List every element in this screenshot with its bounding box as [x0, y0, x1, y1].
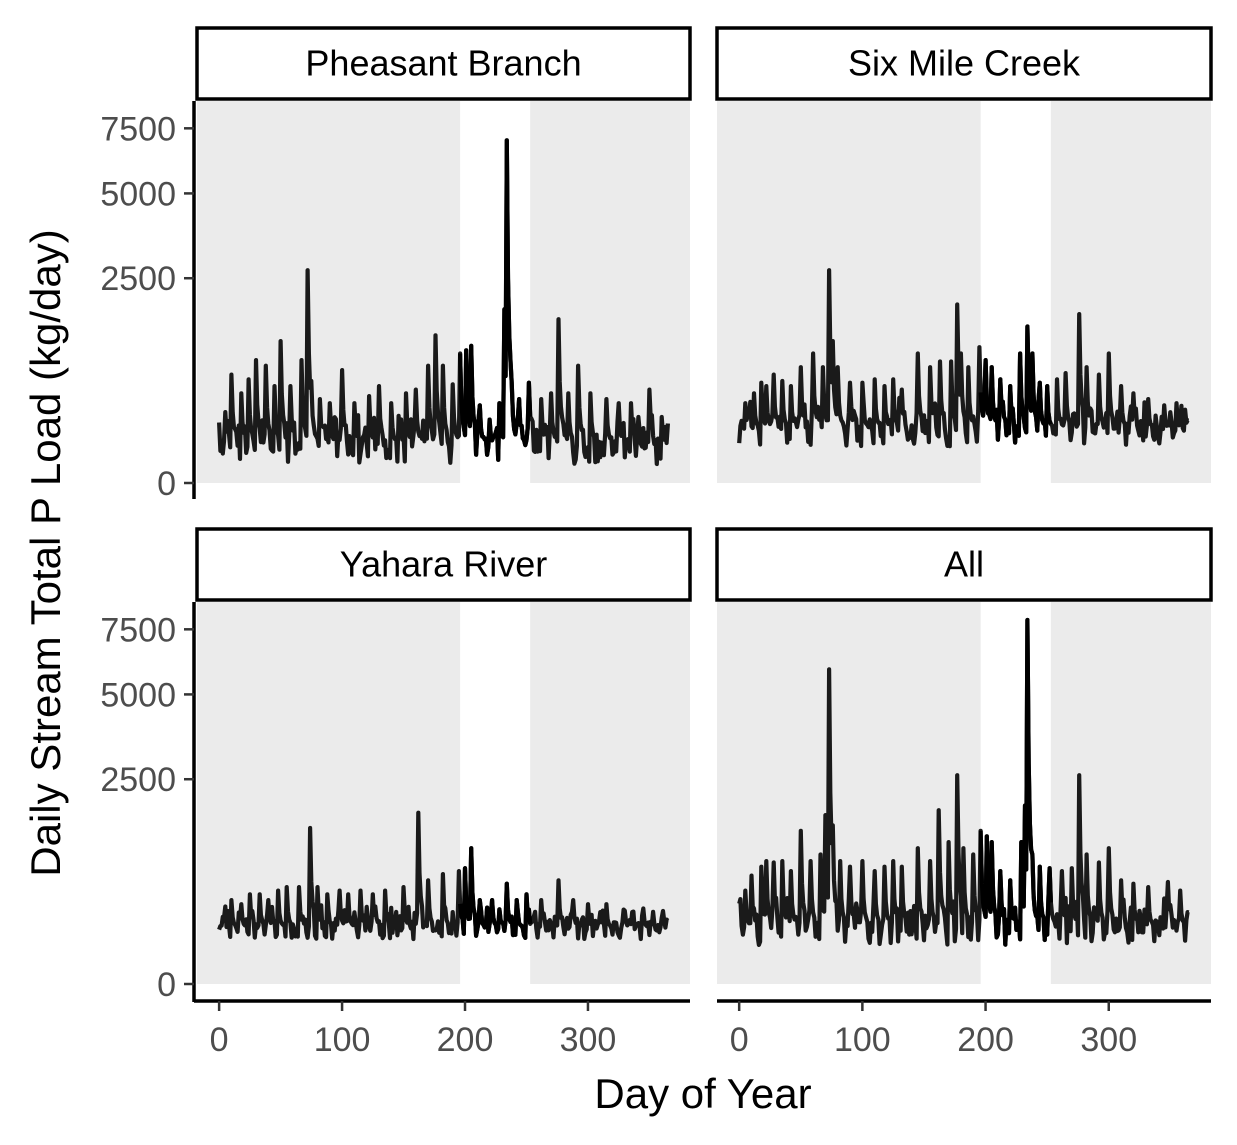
- x-axis-title: Day of Year: [594, 1070, 811, 1117]
- facet-strip-label: All: [944, 544, 984, 585]
- axes: 0 2500 5000 7500 0 2500 5000 7500 0 100 200 300 0 100…: [100, 101, 1211, 1059]
- series-line-band-segment: [978, 617, 1053, 947]
- x-tick-label: 200: [957, 1021, 1014, 1059]
- facet-panel-1: Pheasant Branch: [195, 26, 692, 483]
- facet-strip: [195, 527, 692, 602]
- facet-strip-label: Six Mile Creek: [848, 43, 1081, 84]
- y-tick-label: 2500: [100, 761, 176, 799]
- facet-strip-label: Yahara River: [340, 544, 547, 585]
- series-line: [217, 138, 670, 467]
- x-tick-label: 300: [560, 1021, 617, 1059]
- facet-strip: [715, 527, 1213, 602]
- series-line-band-segment: [458, 846, 533, 940]
- y-tick-label: 5000: [100, 175, 176, 213]
- y-axis-2: 0 2500 5000 7500: [100, 602, 196, 1004]
- y-tick-label: 0: [157, 465, 176, 503]
- x-tick-label: 0: [730, 1021, 749, 1059]
- facet-panel-4: All: [715, 527, 1213, 984]
- x-axis-2: 0 100 200 300: [717, 999, 1211, 1059]
- x-tick-label: 100: [314, 1021, 371, 1059]
- facet-panel-2: Six Mile Creek: [715, 26, 1213, 483]
- x-tick-label: 300: [1080, 1021, 1137, 1059]
- y-tick-label: 0: [157, 966, 176, 1004]
- y-axis-title: Daily Stream Total P Load (kg/day): [22, 229, 69, 876]
- series-line: [737, 268, 1190, 449]
- y-tick-label: 5000: [100, 676, 176, 714]
- y-tick-label: 7500: [100, 110, 176, 148]
- x-tick-label: 0: [210, 1021, 229, 1059]
- panels: Pheasant Branch Six Mile Creek Yahara Rive…: [195, 26, 1213, 984]
- y-axis-1: 0 2500 5000 7500: [100, 101, 196, 503]
- y-tick-label: 7500: [100, 611, 176, 649]
- series-line: [217, 810, 670, 942]
- facet-strip: [715, 26, 1213, 101]
- x-axis-1: 0 100 200 300: [194, 999, 690, 1059]
- facet-strip: [195, 26, 692, 101]
- x-tick-label: 100: [834, 1021, 891, 1059]
- facet-strip-label: Pheasant Branch: [305, 43, 581, 84]
- x-tick-label: 200: [437, 1021, 494, 1059]
- series-line-band-segment: [458, 138, 533, 462]
- facet-panel-3: Yahara River: [195, 527, 692, 984]
- series-line: [737, 617, 1190, 947]
- y-tick-label: 2500: [100, 260, 176, 298]
- series-line-band-segment: [978, 324, 1053, 445]
